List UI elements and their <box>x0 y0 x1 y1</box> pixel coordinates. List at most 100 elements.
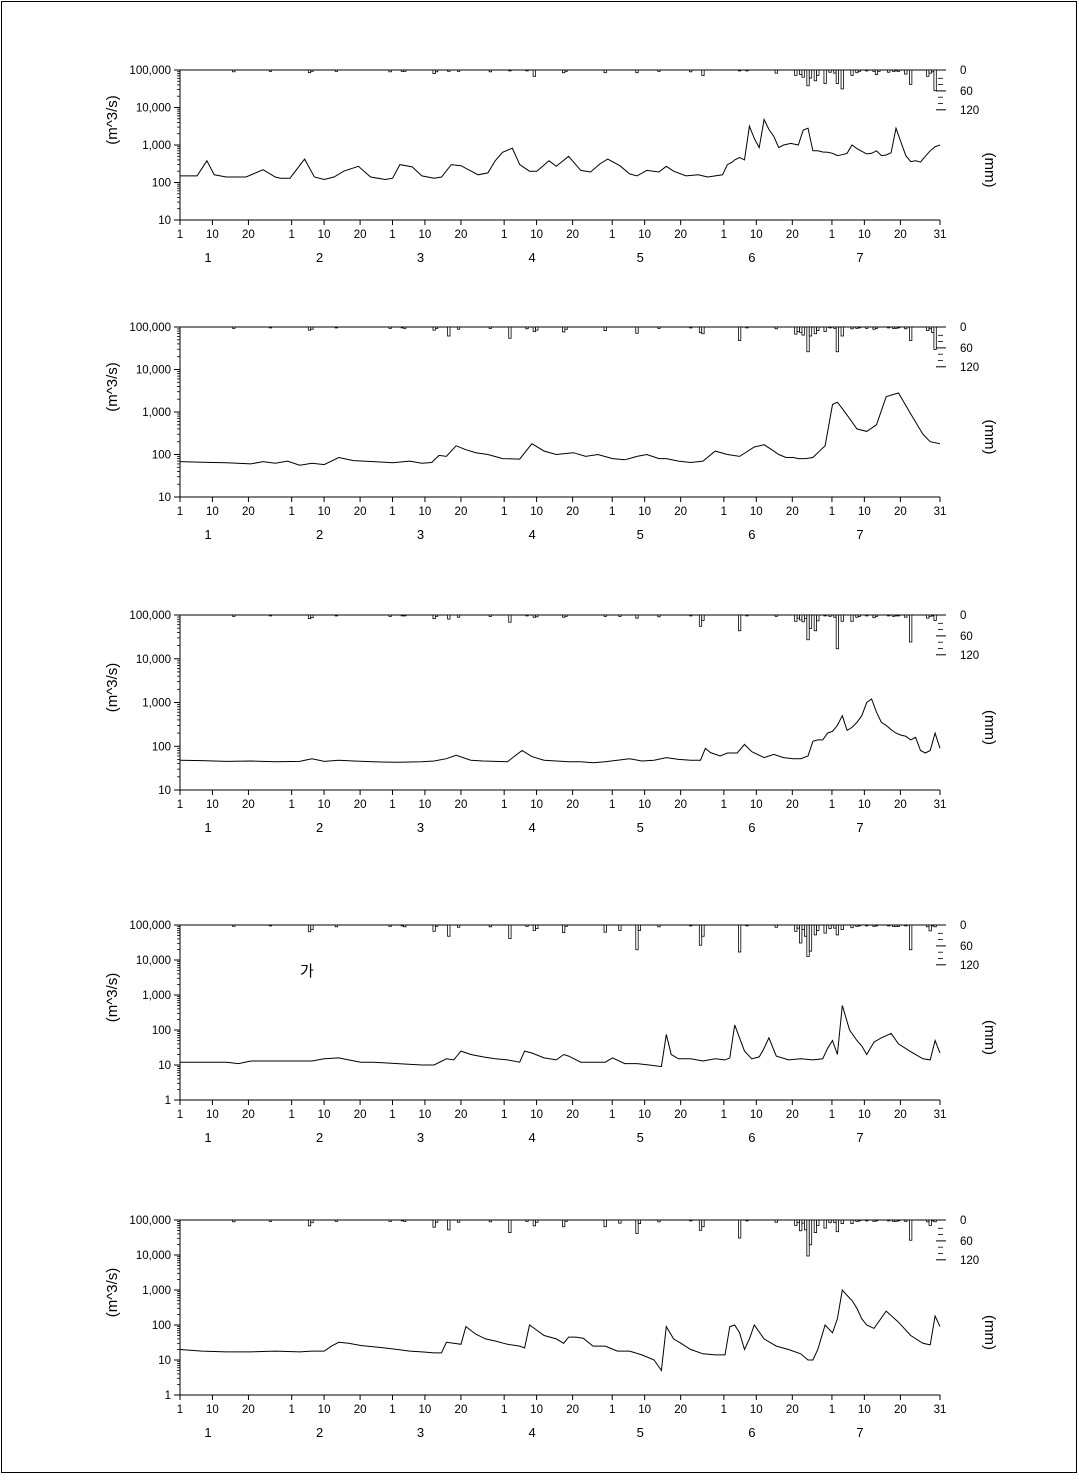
rain-bar <box>447 326 451 337</box>
rain-bar <box>657 924 661 928</box>
rain-bar <box>933 614 937 621</box>
rain-bar <box>909 326 913 341</box>
x-tick-label: 10 <box>750 1109 763 1121</box>
x-tick-label: 1 <box>288 1109 294 1121</box>
rain-bar <box>388 326 392 329</box>
month-label: 2 <box>316 527 323 542</box>
x-tick-label: 10 <box>750 506 763 518</box>
rain-bar <box>657 1219 661 1223</box>
month-label: 5 <box>637 820 644 835</box>
rain-bar <box>637 924 642 931</box>
rain-bar <box>928 1219 932 1226</box>
rain-bar <box>689 1219 693 1222</box>
rain-bar <box>823 924 827 934</box>
rain-bar <box>813 1219 817 1234</box>
rain-bar <box>268 1219 273 1222</box>
month-label: 2 <box>316 1130 323 1145</box>
rain-bar <box>535 1219 539 1223</box>
x-tick-label: 10 <box>206 1404 219 1416</box>
rain-bar <box>456 614 461 618</box>
x-tick-label: 1 <box>177 1404 183 1416</box>
rain-bar <box>745 326 749 329</box>
rain-bar <box>823 326 827 332</box>
rain-bar <box>835 924 839 936</box>
rain-bar <box>488 1219 492 1223</box>
rain-bar <box>850 326 854 330</box>
rain-bar <box>403 326 407 329</box>
rain-bar <box>874 69 879 75</box>
x-tick-label: 10 <box>638 1404 651 1416</box>
month-label: 5 <box>637 250 644 265</box>
x-tick-label: 10 <box>318 799 331 811</box>
x-tick-label: 1 <box>609 1404 615 1416</box>
rain-bar <box>877 69 881 72</box>
x-tick-label: 10 <box>858 1109 871 1121</box>
x-tick-label: 20 <box>354 1109 367 1121</box>
y-axis-label-left: (m^3/s) <box>104 362 121 412</box>
rain-bar <box>738 326 742 341</box>
x-tick-label: 1 <box>829 229 835 241</box>
rain-tick-label: 120 <box>960 105 979 117</box>
rain-bar <box>618 924 622 931</box>
x-tick-label: 20 <box>354 229 367 241</box>
rain-bar <box>532 1219 536 1227</box>
month-label: 7 <box>856 527 863 542</box>
rain-bar <box>447 1219 451 1231</box>
rain-bar <box>823 614 827 617</box>
rain-bar <box>840 69 844 90</box>
month-label: 6 <box>748 1130 755 1145</box>
x-tick-label: 20 <box>455 229 468 241</box>
y-tick-label: 10,000 <box>136 103 171 115</box>
x-tick-label: 1 <box>177 1109 183 1121</box>
rain-bar <box>456 1219 461 1223</box>
rain-bar <box>618 1219 622 1224</box>
y-axis-label-right: (mm) <box>981 1315 998 1350</box>
x-tick-label: 10 <box>530 506 543 518</box>
x-tick-label: 20 <box>354 506 367 518</box>
rain-bar <box>933 69 937 92</box>
x-tick-label: 1 <box>721 1109 727 1121</box>
rain-bar <box>701 614 705 621</box>
rain-bar <box>738 1219 742 1239</box>
rain-bar <box>334 1219 338 1222</box>
rain-bar <box>488 924 492 928</box>
month-label: 7 <box>856 1425 863 1440</box>
rain-bar <box>456 326 461 330</box>
y-tick-label: 1,000 <box>142 698 171 710</box>
rain-tick-label: 0 <box>960 322 966 334</box>
rain-bar <box>525 924 529 927</box>
month-label: 4 <box>529 820 536 835</box>
rain-bar <box>887 326 891 329</box>
rain-bar <box>432 614 436 619</box>
rain-tick-label: 120 <box>960 650 979 662</box>
x-tick-label: 20 <box>566 229 579 241</box>
x-tick-label: 1 <box>177 799 183 811</box>
x-tick-label: 10 <box>530 1404 543 1416</box>
rain-bar <box>403 69 407 72</box>
rain-bar <box>310 924 314 930</box>
month-label: 5 <box>637 1425 644 1440</box>
x-tick-label: 10 <box>530 229 543 241</box>
x-tick-label: 1 <box>609 506 615 518</box>
month-label: 6 <box>748 250 755 265</box>
y-tick-label: 10 <box>158 1355 171 1367</box>
x-tick-label: 10 <box>419 229 432 241</box>
rain-bar <box>564 69 568 72</box>
month-label: 4 <box>529 527 536 542</box>
rain-bar <box>799 1219 803 1232</box>
x-tick-label: 20 <box>674 799 687 811</box>
x-tick-label: 1 <box>609 229 615 241</box>
y-axis-label-right: (mm) <box>981 1020 998 1055</box>
rain-bar <box>657 614 661 618</box>
y-tick-label: 100,000 <box>129 1215 171 1227</box>
rain-tick-label: 60 <box>960 631 973 643</box>
rain-bar <box>508 1219 512 1234</box>
x-tick-label: 1 <box>721 229 727 241</box>
rain-tick-label: 0 <box>960 65 966 77</box>
rain-bar <box>828 924 832 929</box>
rain-bar <box>403 924 407 928</box>
y-axis-label-left: (m^3/s) <box>104 663 121 713</box>
